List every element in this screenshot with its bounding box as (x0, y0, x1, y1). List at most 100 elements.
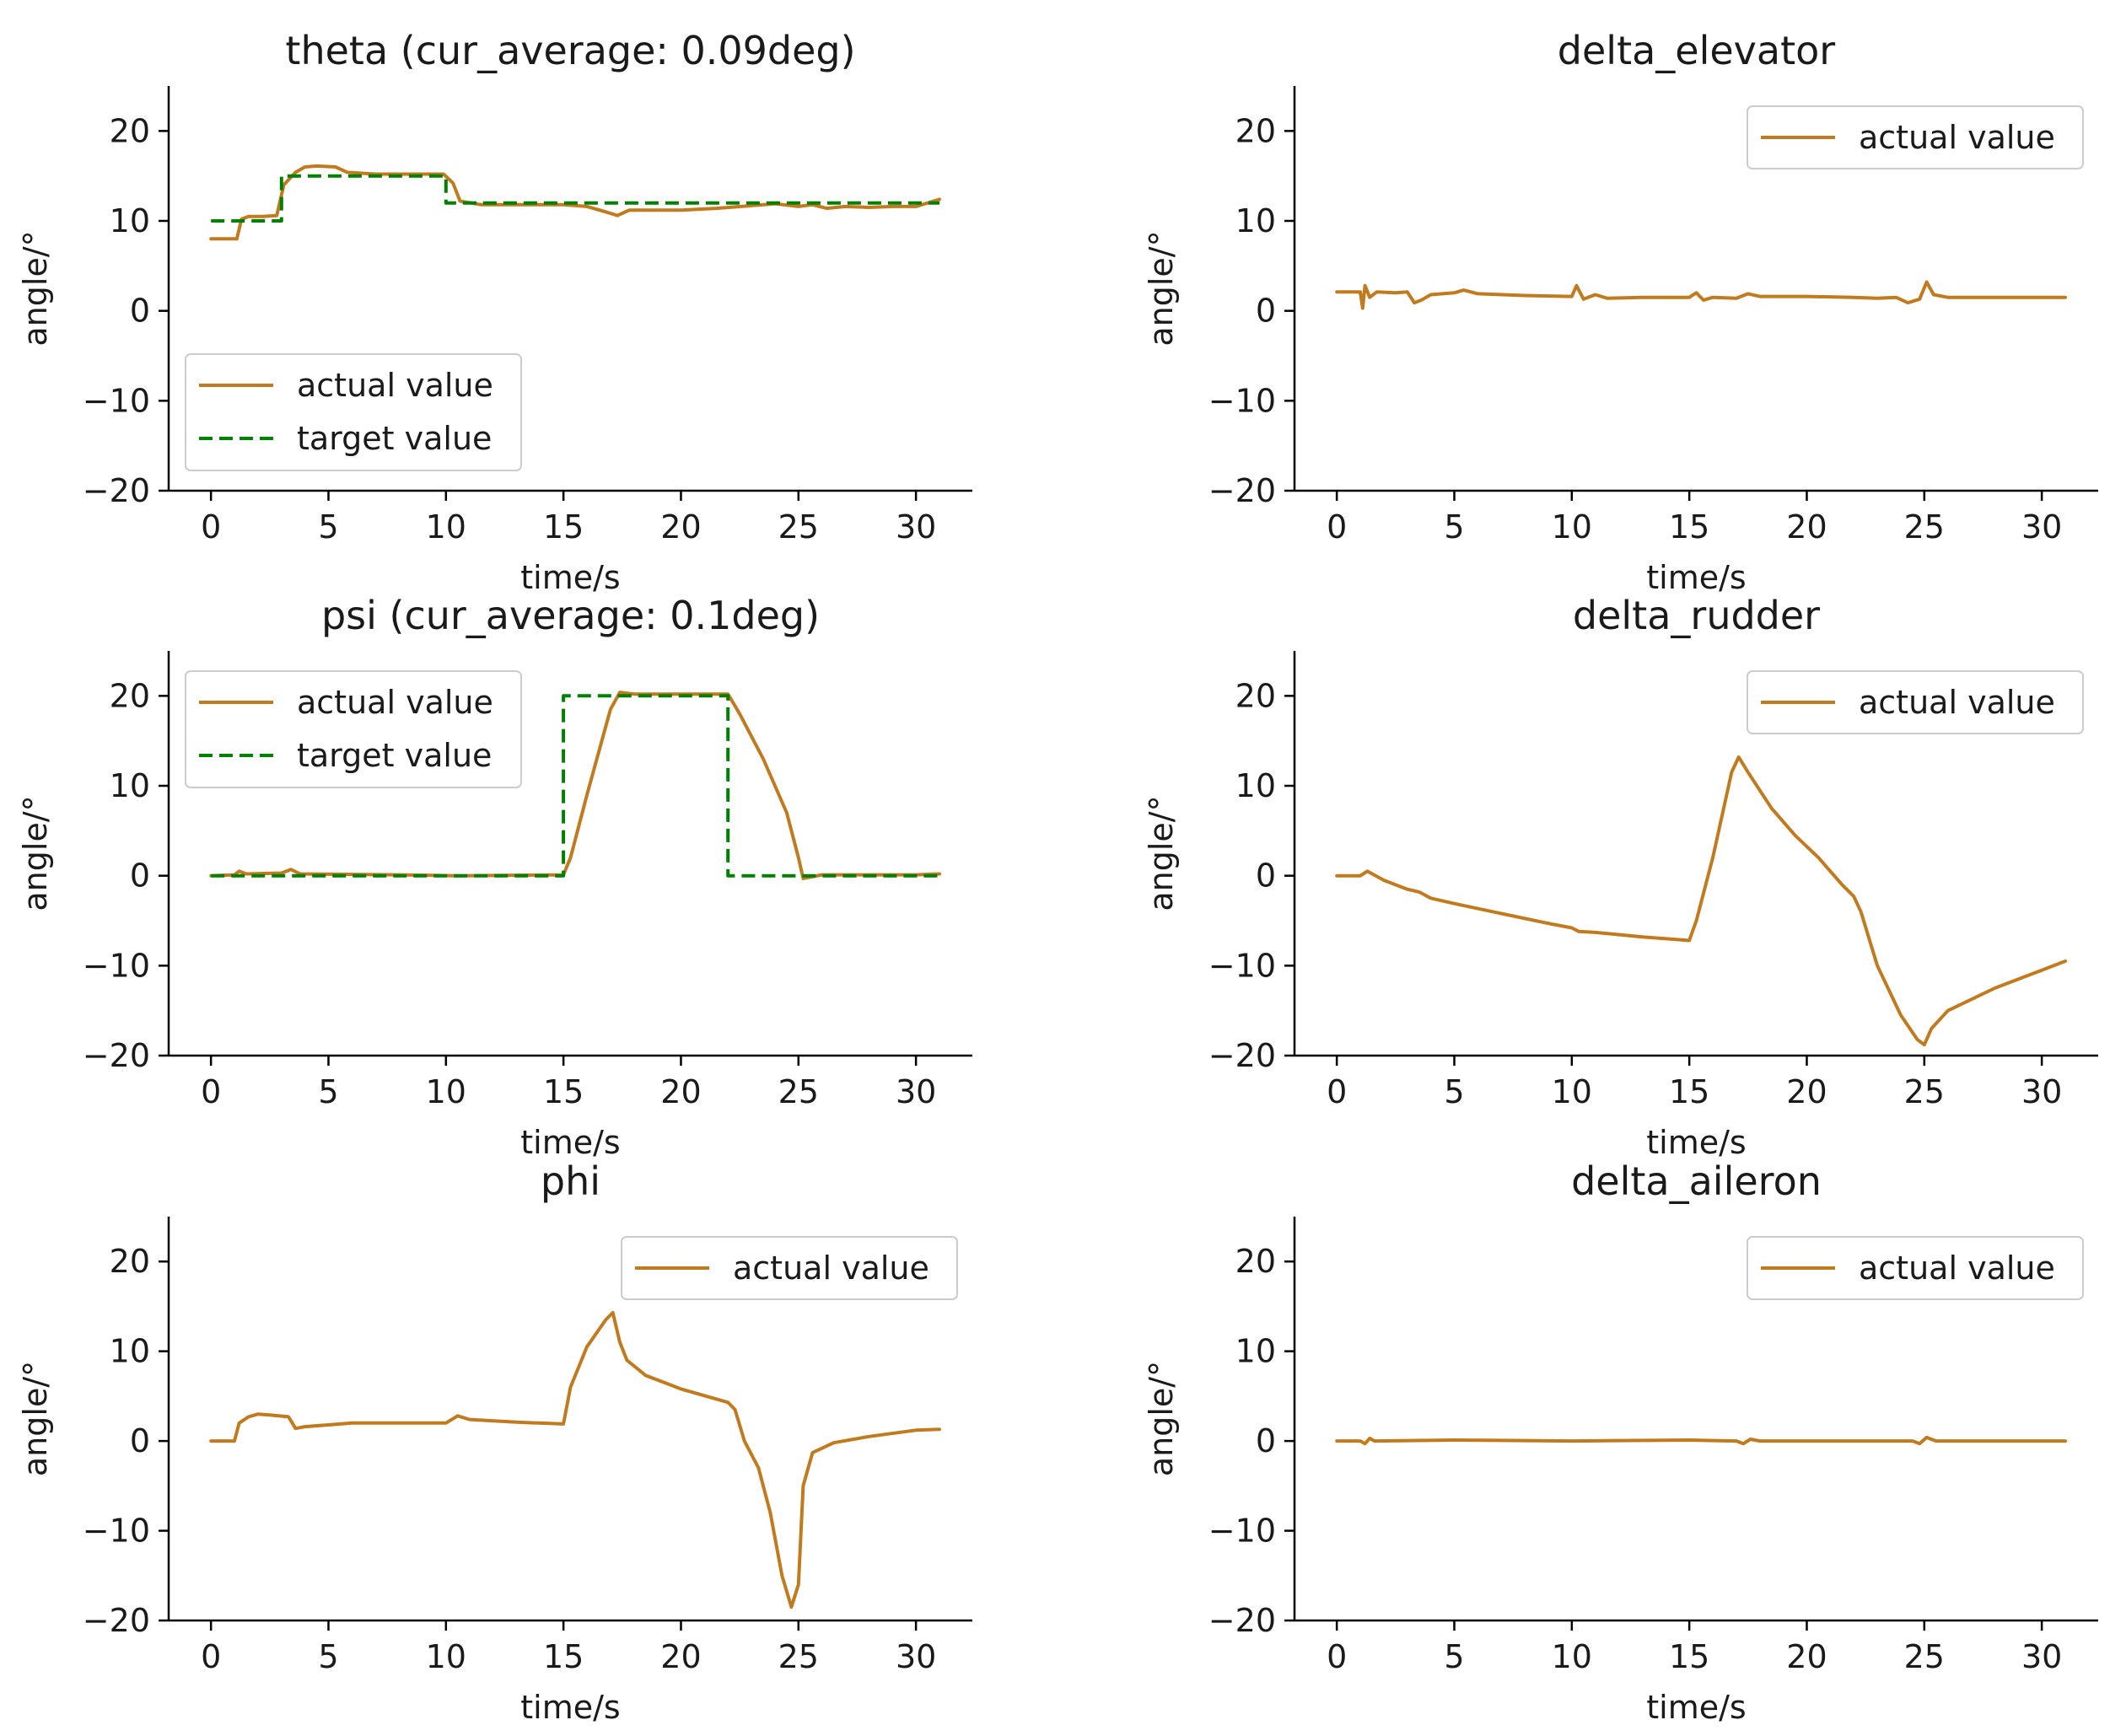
legend: actual value (1747, 1236, 2084, 1300)
x-tick-label: 0 (1327, 1638, 1347, 1675)
x-tick-label: 25 (778, 1638, 819, 1675)
series-line-actual (1335, 280, 2067, 310)
x-tick-label: 15 (543, 1073, 584, 1110)
x-tick-label: 10 (1552, 1638, 1592, 1675)
subplot-6: delta_aileron 0 5 10 15 20 25 30 −20 −10 0 10 20 time… (1143, 1158, 2098, 1726)
x-tick-label: 20 (1786, 1638, 1827, 1675)
x-tick-label: 15 (1669, 508, 1709, 546)
chart-title: phi (541, 1158, 600, 1204)
x-tick-label: 10 (426, 508, 466, 546)
y-axis-label: angle/° (1143, 795, 1180, 911)
y-tick-label: −10 (1208, 382, 1276, 419)
y-tick-label: 0 (1256, 857, 1276, 895)
x-tick-label: 0 (201, 508, 221, 546)
x-tick-label: 10 (426, 1073, 466, 1110)
y-tick-label: 10 (1235, 767, 1276, 804)
legend-frame (1747, 670, 2084, 734)
y-tick-label: 20 (110, 112, 150, 149)
subplot-4: delta_rudder 0 5 10 15 20 25 30 −20 −10 0 10 20 time/… (1143, 593, 2098, 1161)
series-line-actual (209, 1310, 941, 1609)
y-tick-label: 10 (1235, 1333, 1276, 1370)
y-axis-label: angle/° (17, 230, 54, 346)
legend-label: target value (297, 420, 492, 457)
y-tick-label: −10 (83, 382, 150, 419)
y-tick-label: 10 (110, 1333, 150, 1370)
x-tick-label: 25 (1904, 508, 1945, 546)
chart-title: theta (cur_average: 0.09deg) (285, 28, 855, 73)
x-tick-label: 25 (1904, 1073, 1945, 1110)
y-tick-label: 20 (110, 677, 150, 714)
x-tick-label: 15 (543, 1638, 584, 1675)
legend-frame (185, 670, 522, 788)
y-tick-label: −20 (83, 1602, 150, 1639)
legend: actual value target value (185, 353, 522, 471)
x-tick-label: 5 (318, 1073, 338, 1110)
y-tick-label: 0 (130, 1422, 150, 1459)
x-tick-label: 25 (778, 508, 819, 546)
y-tick-label: 10 (1235, 202, 1276, 239)
y-tick-label: 0 (1256, 1422, 1276, 1459)
x-tick-label: 5 (318, 1638, 338, 1675)
chart-title: psi (cur_average: 0.1deg) (321, 593, 820, 638)
x-axis-label: time/s (520, 559, 620, 596)
y-axis-label: angle/° (17, 1361, 54, 1476)
x-tick-label: 30 (2021, 508, 2062, 546)
x-tick-label: 30 (896, 1638, 936, 1675)
series-line-actual (1335, 1435, 2067, 1446)
x-tick-label: 25 (1904, 1638, 1945, 1675)
legend-label: actual value (1859, 119, 2055, 156)
y-tick-label: 20 (110, 1243, 150, 1280)
x-axis-label: time/s (520, 1689, 620, 1726)
x-tick-label: 30 (896, 1073, 936, 1110)
x-tick-label: 0 (201, 1073, 221, 1110)
y-tick-label: −20 (1208, 1602, 1276, 1639)
x-tick-label: 5 (1444, 508, 1464, 546)
legend-label: actual value (297, 367, 493, 404)
x-tick-label: 20 (660, 1073, 701, 1110)
subplot-5: phi 0 5 10 15 20 25 30 −20 −10 0 10 20 time/s angle/° a… (17, 1158, 972, 1726)
x-tick-label: 15 (1669, 1073, 1709, 1110)
legend-label: actual value (1859, 1250, 2055, 1287)
subplot-3: psi (cur_average: 0.1deg) 0 5 10 15 20 25 30 −20… (17, 593, 972, 1161)
x-tick-label: 15 (1669, 1638, 1709, 1675)
legend: actual value (1747, 670, 2084, 734)
x-axis-label: time/s (520, 1124, 620, 1161)
y-tick-label: −10 (1208, 1513, 1276, 1550)
x-tick-label: 5 (318, 508, 338, 546)
x-tick-label: 30 (2021, 1073, 2062, 1110)
legend-label: target value (297, 737, 492, 774)
y-axis-label: angle/° (1143, 230, 1180, 346)
y-tick-label: −10 (83, 1513, 150, 1550)
x-axis-label: time/s (1646, 559, 1746, 596)
legend-label: actual value (297, 684, 493, 721)
y-tick-label: 10 (110, 767, 150, 804)
y-tick-label: −20 (83, 1037, 150, 1074)
legend-label: actual value (1859, 684, 2055, 721)
legend-label: actual value (733, 1250, 929, 1287)
subplot-1: theta (cur_average: 0.09deg) 0 5 10 15 20 25 30… (17, 28, 972, 596)
subplot-2: delta_elevator 0 5 10 15 20 25 30 −20 −10 0 10 20 tim… (1143, 28, 2098, 596)
legend: actual value (621, 1236, 958, 1300)
y-tick-label: 0 (130, 857, 150, 895)
y-tick-label: −10 (83, 947, 150, 984)
chart-title: delta_elevator (1558, 28, 1835, 73)
x-tick-label: 5 (1444, 1638, 1464, 1675)
series-line-target (211, 694, 939, 878)
y-tick-label: 20 (1235, 677, 1276, 714)
x-axis-label: time/s (1646, 1689, 1746, 1726)
series-line-target (211, 174, 939, 223)
y-axis-label: angle/° (17, 795, 54, 911)
legend-frame (621, 1236, 958, 1300)
y-tick-label: 20 (1235, 112, 1276, 149)
x-tick-label: 30 (896, 508, 936, 546)
legend: actual value target value (185, 670, 522, 788)
y-tick-label: 20 (1235, 1243, 1276, 1280)
x-tick-label: 20 (660, 508, 701, 546)
x-tick-label: 20 (1786, 508, 1827, 546)
x-tick-label: 10 (1552, 508, 1592, 546)
y-tick-label: 0 (130, 293, 150, 330)
x-tick-label: 25 (778, 1073, 819, 1110)
x-tick-label: 10 (426, 1638, 466, 1675)
series-line-actual (1335, 755, 2067, 1047)
